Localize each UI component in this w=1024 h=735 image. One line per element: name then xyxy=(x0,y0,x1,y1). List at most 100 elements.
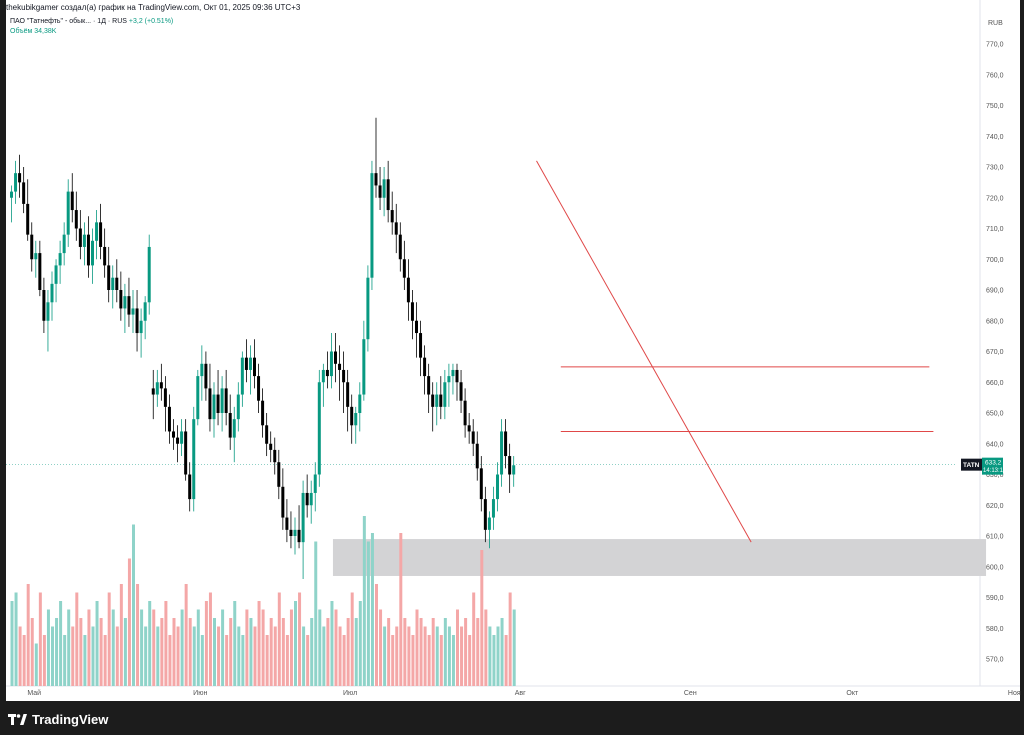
volume-bar xyxy=(208,592,212,686)
candle-body xyxy=(410,302,414,321)
price-chart[interactable]: 770,0 760,0 750,0 740,0 730,0 720,0 710,0 700,0… xyxy=(0,0,1024,701)
volume-bar xyxy=(358,601,362,686)
candle-body xyxy=(443,382,447,407)
candle-body xyxy=(155,382,159,395)
volume-bar xyxy=(107,592,111,686)
tradingview-logo-icon xyxy=(8,713,27,725)
tradingview-logo[interactable]: TradingView xyxy=(8,712,108,727)
candle-body xyxy=(248,357,252,370)
candle-body xyxy=(123,296,127,309)
candle-body xyxy=(281,486,285,518)
volume-bar xyxy=(245,609,249,686)
volume-bar xyxy=(326,618,330,686)
volume-bar xyxy=(184,584,188,686)
candle-body xyxy=(257,376,261,401)
volume-bar xyxy=(314,541,318,686)
x-tick-label: Авг xyxy=(515,690,526,697)
volume-bar xyxy=(460,626,464,686)
volume-bar xyxy=(249,618,253,686)
candle-body xyxy=(212,394,216,420)
volume-bar xyxy=(136,584,140,686)
volume-bar xyxy=(261,609,265,686)
y-tick-label: 680,0 xyxy=(986,318,1004,325)
candle-body xyxy=(135,308,139,334)
candle-body xyxy=(22,182,26,204)
volume-bar xyxy=(164,601,168,686)
y-tick-label: 720,0 xyxy=(986,195,1004,202)
volume-bar xyxy=(225,635,229,686)
candle-body xyxy=(378,185,382,198)
volume-bar xyxy=(188,618,192,686)
volume-bar xyxy=(221,609,225,686)
volume-bar xyxy=(196,609,200,686)
candle-body xyxy=(366,277,370,340)
candle-body xyxy=(228,413,232,438)
volume-bar xyxy=(370,533,374,686)
candle-body xyxy=(491,499,495,518)
candle-body xyxy=(451,369,455,377)
volume-bar xyxy=(306,635,310,686)
candle-body xyxy=(427,376,431,395)
candle-body xyxy=(334,351,337,364)
candle-body xyxy=(184,431,188,475)
candle-body xyxy=(512,465,516,475)
candle-body xyxy=(471,431,475,444)
volume-legend: Объём 34,38K xyxy=(10,28,57,35)
volume-bar xyxy=(350,592,354,686)
volume-bar xyxy=(447,626,451,686)
volume-bar xyxy=(468,635,472,686)
candle-body xyxy=(107,265,111,290)
volume-bar xyxy=(51,626,54,686)
candle-body xyxy=(167,406,171,432)
candle-body xyxy=(398,234,402,260)
candle-body xyxy=(103,246,107,266)
volume-bar xyxy=(148,601,152,686)
candle-body xyxy=(447,376,451,383)
candle-body xyxy=(293,529,297,536)
volume-bar xyxy=(512,609,516,686)
volume-bar xyxy=(217,626,221,686)
candle-body xyxy=(200,363,204,377)
volume-bar xyxy=(111,609,115,686)
volume-bar xyxy=(192,626,196,686)
candle-body xyxy=(374,173,378,186)
volume-bar xyxy=(427,635,431,686)
volume-bar xyxy=(415,609,419,686)
candle-body xyxy=(91,240,94,266)
y-tick-label: 710,0 xyxy=(986,226,1004,233)
volume-bar xyxy=(492,635,496,686)
y-tick-label: 670,0 xyxy=(986,349,1004,356)
y-tick-label: 750,0 xyxy=(986,103,1004,110)
candle-body xyxy=(111,277,115,290)
candle-body xyxy=(346,382,350,407)
candle-body xyxy=(350,406,354,426)
candle-body xyxy=(496,474,499,500)
candle-body xyxy=(402,259,406,278)
candle-body xyxy=(265,425,269,444)
volume-bar xyxy=(476,618,480,686)
candle-body xyxy=(42,290,46,321)
downtrend-line[interactable] xyxy=(536,160,752,543)
candle-body xyxy=(163,388,167,407)
y-tick-label: 570,0 xyxy=(986,657,1004,664)
y-tick-label: 640,0 xyxy=(986,441,1004,448)
volume-bar xyxy=(144,626,148,686)
volume-bar xyxy=(395,626,399,686)
y-tick-label: 700,0 xyxy=(986,257,1004,264)
candle-body xyxy=(99,222,103,247)
y-tick-label: 660,0 xyxy=(986,380,1004,387)
candle-body xyxy=(305,492,309,506)
volume-bar xyxy=(67,609,71,686)
volume-bar xyxy=(115,626,119,686)
candle-body xyxy=(269,443,273,450)
volume-bar xyxy=(403,618,407,686)
candle-body xyxy=(46,302,50,321)
candle-body xyxy=(301,492,305,543)
volume-bar xyxy=(387,618,391,686)
volume-bar xyxy=(132,524,135,686)
y-tick-label: 590,0 xyxy=(986,595,1004,602)
volume-bar xyxy=(83,635,87,686)
volume-bar xyxy=(152,609,156,686)
candle-body xyxy=(143,302,147,321)
candle-body xyxy=(34,253,38,260)
